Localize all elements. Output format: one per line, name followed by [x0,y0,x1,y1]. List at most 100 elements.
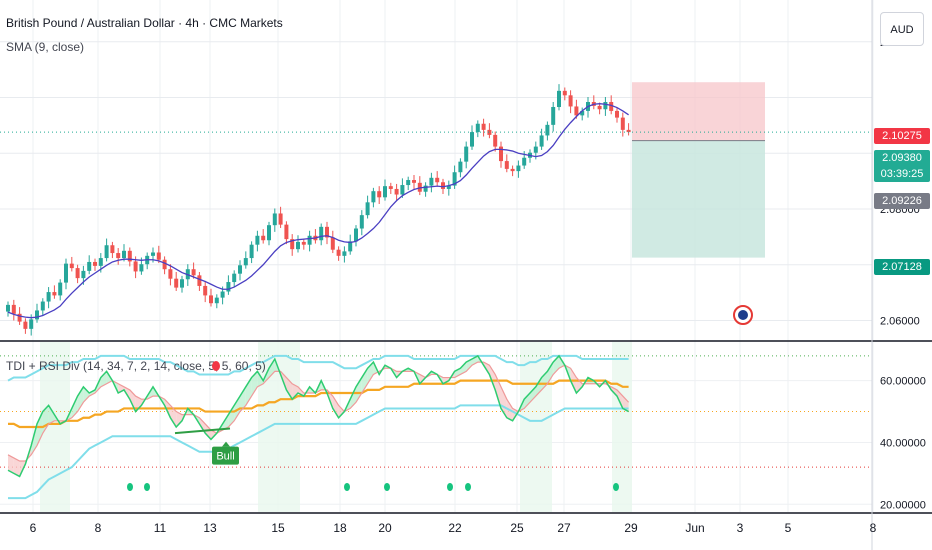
candle-body [377,191,382,198]
rsi-signal-fill [100,371,107,387]
price-tick-label: 2.06000 [880,315,920,327]
candle-body [75,268,80,279]
candle-body [104,245,109,259]
candle-body [98,258,103,266]
stop-loss-price-label: 2.10275 [874,128,930,144]
candle-body [446,185,451,189]
candle-body [522,157,527,166]
candle-body [127,250,132,262]
candle-body [174,278,179,288]
bull-label-box [212,446,239,465]
rsi-signal-fill [460,362,467,375]
candle-body [545,124,550,136]
candle-body [93,261,97,266]
candle-body [214,297,219,304]
rsi-signal-fill [8,454,14,474]
candle-body [249,244,254,259]
countdown-label: 03:39:25 [874,166,930,182]
candle-body [452,172,457,186]
candle-body [255,235,260,245]
candle-body [481,123,486,130]
candle-body [412,180,416,183]
rsi-signal-fill [292,383,298,400]
candle-body [620,117,625,130]
tdi-tick-label: 20.00000 [880,499,926,511]
candle-body [470,132,474,147]
candle-body [11,304,16,314]
candle-body [301,241,306,245]
candle-body [348,241,353,252]
candle-body [626,129,631,133]
candle-body [499,146,503,162]
candle-body [429,177,434,186]
signal-dot [384,483,390,491]
candle-body [139,264,144,272]
candle-body [557,90,561,108]
candle-body [243,258,248,266]
market-base-line [8,379,629,429]
rsi-signal-fill [83,386,90,403]
rsi-signal-fill [13,457,20,477]
candle-body [238,265,242,274]
signal-dot [613,483,619,491]
divergence-line [174,427,231,435]
rsi-signal-fill [356,377,362,403]
rsi-signal-fill [257,371,264,387]
rsi-signal-fill [332,396,339,418]
rsi-signal-fill [495,374,501,409]
candle-body [278,213,283,225]
tdi-legend[interactable]: TDI + RSI Div (14, 34, 7, 2, 14, close, … [6,359,266,373]
candle-body [388,186,393,189]
candle-body [64,263,68,283]
candle-body [603,102,608,110]
candle-body [52,292,57,296]
candle-body [58,282,63,296]
candle-body [232,273,237,283]
time-tick-label: Jun [685,521,704,535]
candle-body [267,225,271,241]
candle-body [209,295,213,304]
rsi-signal-fill [234,396,240,421]
signal-dot [465,483,471,491]
signal-dot [344,483,350,491]
candle-body [220,291,225,298]
candle-body [475,123,480,133]
time-tick-label: 6 [30,521,37,535]
candle-body [87,261,92,271]
economic-event-icon[interactable] [733,305,753,325]
time-tick-label: 3 [737,521,744,535]
signal-dot [127,483,133,491]
candle-body [487,129,492,135]
rsi-signal-fill [199,417,206,434]
candle-body [336,249,341,256]
lower-band-line [8,404,629,500]
candle-body [371,191,376,203]
candle-body [226,282,231,292]
candle-body [574,106,579,116]
candle-body [539,135,544,147]
candle-body [359,215,364,229]
candle-body [69,263,74,269]
candle-body [609,102,614,111]
signal-dot [144,483,150,491]
candle-body [568,95,573,107]
candle-body [40,301,45,311]
rsi-signal-fill [48,405,55,424]
candle-body [533,146,538,153]
candle-body [6,304,10,312]
time-tick-label: 13 [203,521,217,535]
candle-body [81,270,86,279]
candle-body [504,161,509,169]
sma-legend[interactable]: SMA (9, close) [6,40,85,54]
signal-line [7,361,630,462]
candle-body [307,235,312,245]
currency-button[interactable]: AUD [880,12,924,46]
candle-body [441,182,445,189]
candle-body [17,313,22,322]
time-tick-label: 15 [271,521,285,535]
candle-body [122,250,126,259]
candle-body [423,185,428,192]
rsi-signal-fill [524,393,530,409]
candle-body [615,110,619,118]
